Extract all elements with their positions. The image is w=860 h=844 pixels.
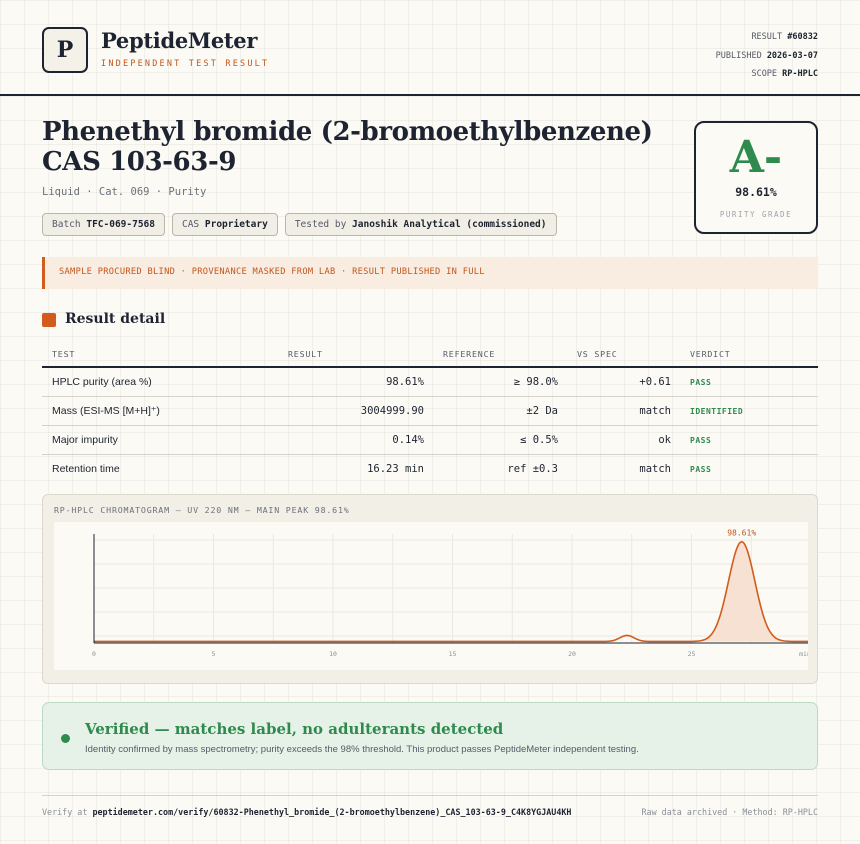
- chromatogram-chart: 0 5 10 15 20 25 30min 98.61%: [54, 522, 808, 670]
- main-peak-area: [689, 541, 795, 642]
- grade-label: PURITY GRADE: [719, 210, 793, 219]
- cell-test: Mass (ESI-MS [M+H]⁺): [52, 405, 160, 417]
- table-row: HPLC purity (area %) 98.61% ≥ 98.0% +0.6…: [42, 368, 818, 397]
- cell-result: 3004999.90: [360, 405, 424, 417]
- x-tick-label: 5: [212, 650, 216, 658]
- chip-label: CAS: [181, 219, 200, 230]
- cell-vs-spec: +0.61: [639, 376, 671, 388]
- cell-result: 16.23 min: [367, 463, 424, 475]
- result-label: RESULT: [751, 32, 783, 42]
- published-date: 2026-03-07: [766, 50, 818, 61]
- verified-dot-icon: [61, 734, 70, 743]
- cell-test: Major impurity: [52, 434, 118, 446]
- cell-vs-spec: ok: [658, 434, 671, 446]
- cell-verdict: PASS: [690, 378, 712, 387]
- product-title-line1: Phenethyl bromide (2-bromoethylbenzene): [42, 117, 653, 147]
- cell-verdict: IDENTIFIED: [690, 407, 744, 416]
- chromatogram-trace: [94, 540, 808, 643]
- brand-subtitle: INDEPENDENT TEST RESULT: [101, 59, 270, 69]
- logo: P: [42, 27, 88, 73]
- scope-value: RP-HPLC: [782, 69, 818, 79]
- page-footer: Verify at peptidemeter.com/verify/60832-…: [42, 795, 818, 817]
- result-id: #60832: [787, 32, 818, 42]
- verify-url-link[interactable]: peptidemeter.com/verify/60832-Phenethyl_…: [92, 807, 572, 817]
- chart-title: RP-HPLC CHROMATOGRAM — UV 220 NM — MAIN …: [54, 505, 350, 515]
- grade-value: 98.61%: [735, 185, 777, 199]
- header-vs-spec: VS SPEC: [577, 349, 618, 359]
- verify-prefix: Verify at: [42, 807, 88, 817]
- chip-label: Batch: [52, 219, 81, 230]
- x-tick-label: 20: [568, 650, 576, 658]
- blind-sample-notice: SAMPLE PROCURED BLIND · PROVENANCE MASKE…: [42, 257, 818, 289]
- cell-reference: ref ±0.3: [507, 463, 558, 475]
- cell-verdict: PASS: [690, 436, 712, 445]
- header-verdict: VERDICT: [690, 349, 731, 359]
- result-meta: RESULT #60832 PUBLISHED 2026-03-07 SCOPE…: [716, 28, 818, 84]
- table-header: TEST RESULT REFERENCE VS SPEC VERDICT: [42, 341, 818, 368]
- cell-reference: ≥ 98.0%: [513, 376, 558, 388]
- chip-value: TFC-069-7568: [86, 219, 155, 230]
- cell-reference: ≤ 0.5%: [520, 434, 558, 446]
- table-row: Mass (ESI-MS [M+H]⁺) 3004999.90 ±2 Da ma…: [42, 397, 818, 426]
- x-tick-label: 10: [329, 650, 337, 658]
- verify-line: Verify at peptidemeter.com/verify/60832-…: [42, 807, 571, 817]
- header-test: TEST: [52, 349, 76, 359]
- cas-chip: CAS Proprietary: [171, 213, 278, 236]
- header-reference: REFERENCE: [443, 349, 496, 359]
- page-header: P PeptideMeter INDEPENDENT TEST RESULT R…: [0, 0, 860, 96]
- tested-by-chip: Tested by Janoshik Analytical (commissio…: [284, 213, 557, 236]
- chip-label: Tested by: [294, 219, 347, 230]
- product-subline: Liquid · Cat. 069 · Purity: [42, 186, 207, 198]
- scope-label: SCOPE: [751, 69, 778, 79]
- brand-name: PeptideMeter: [101, 28, 258, 53]
- chip-value: Proprietary: [204, 219, 268, 230]
- x-tick-label: 25: [688, 650, 696, 658]
- cell-vs-spec: match: [639, 463, 671, 475]
- x-tick-labels: 0 5 10 15 20 25 30min: [92, 650, 808, 658]
- purity-grade-card: A- 98.61% PURITY GRADE: [694, 121, 818, 234]
- header-result: RESULT: [288, 349, 323, 359]
- chart-background: [54, 522, 808, 670]
- chromatogram-card: RP-HPLC CHROMATOGRAM — UV 220 NM — MAIN …: [42, 494, 818, 684]
- verified-banner: Verified — matches label, no adulterants…: [42, 702, 818, 770]
- published-label: PUBLISHED: [715, 50, 762, 61]
- chip-value: Janoshik Analytical (commissioned): [352, 219, 547, 230]
- verified-title: Verified — matches label, no adulterants…: [85, 720, 504, 738]
- product-title-line2: CAS 103-63-9: [42, 147, 237, 177]
- section-marker-icon: [42, 313, 56, 327]
- cell-result: 0.14%: [392, 434, 424, 446]
- table-row: Retention time 16.23 min ref ±0.3 match …: [42, 455, 818, 484]
- batch-chip: Batch TFC-069-7568: [42, 213, 165, 236]
- raw-data-note: Raw data archived · Method: RP-HPLC: [641, 807, 818, 817]
- cell-test: HPLC purity (area %): [52, 376, 152, 388]
- table-row: Major impurity 0.14% ≤ 0.5% ok PASS: [42, 426, 818, 455]
- cell-result: 98.61%: [386, 376, 424, 388]
- cell-vs-spec: match: [639, 405, 671, 417]
- cell-test: Retention time: [52, 463, 120, 475]
- verified-text: Identity confirmed by mass spectrometry;…: [85, 744, 639, 755]
- result-table: TEST RESULT REFERENCE VS SPEC VERDICT HP…: [42, 341, 818, 484]
- x-unit-label: min: [799, 650, 808, 658]
- x-tick-label: 0: [92, 650, 96, 658]
- product-title: Phenethyl bromide (2-bromoethylbenzene) …: [42, 117, 662, 177]
- cell-reference: ±2 Da: [526, 405, 558, 417]
- chart-grid: [94, 534, 808, 643]
- cell-verdict: PASS: [690, 465, 712, 474]
- product-chips: Batch TFC-069-7568 CAS Proprietary Teste…: [42, 213, 557, 236]
- section-title: Result detail: [65, 311, 166, 327]
- x-tick-label: 30: [807, 650, 808, 658]
- x-tick-label: 15: [449, 650, 457, 658]
- main-peak-label: 98.61%: [727, 529, 756, 538]
- grade-letter: A-: [729, 132, 783, 183]
